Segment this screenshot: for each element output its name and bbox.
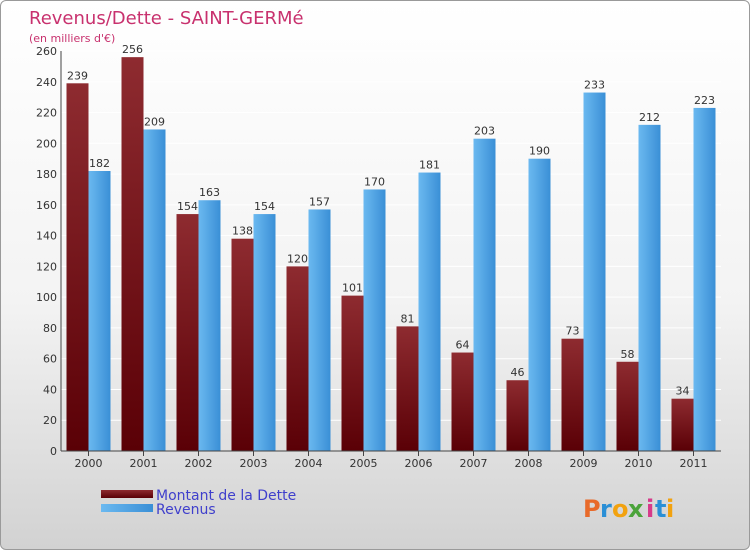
value-label-revenus: 154 [254,200,275,213]
y-tick-label: 180 [36,168,57,181]
logo-letter: P [583,495,601,523]
bar-dette [66,83,89,452]
bar-revenus [88,171,111,451]
value-label-revenus: 203 [474,125,495,138]
x-tick-label: 2011 [680,457,708,470]
bar-revenus [528,158,551,451]
y-tick-label: 40 [43,383,57,396]
x-tick-label: 2010 [625,457,653,470]
bar-revenus [253,214,276,451]
bar-revenus [363,189,386,451]
bar-revenus [638,124,661,451]
y-tick-label: 220 [36,107,57,120]
bar-revenus [143,129,166,451]
x-tick-label: 2002 [185,457,213,470]
value-label-revenus: 181 [419,159,440,172]
value-label-revenus: 212 [639,111,660,124]
x-tick-label: 2006 [405,457,433,470]
chart-title: Revenus/Dette - SAINT-GERMé [29,8,304,29]
value-label-dette: 46 [511,366,525,379]
bar-revenus [693,107,716,451]
bar-revenus [198,200,221,451]
value-label-dette: 101 [342,282,363,295]
logo-letter: i [666,495,674,523]
bar-dette [341,295,364,451]
bar-dette [286,266,309,451]
y-tick-label: 60 [43,353,57,366]
y-tick-label: 160 [36,199,57,212]
bar-revenus [308,209,331,451]
x-tick-label: 2001 [130,457,158,470]
logo-letter: i [646,495,654,523]
value-label-dette: 58 [621,348,635,361]
value-label-dette: 138 [232,225,253,238]
x-tick-label: 2000 [75,457,103,470]
x-tick-label: 2005 [350,457,378,470]
value-label-revenus: 190 [529,145,550,158]
y-tick-label: 120 [36,260,57,273]
value-label-revenus: 233 [584,79,605,92]
bar-dette [451,352,474,451]
value-label-revenus: 209 [144,115,165,128]
value-label-dette: 256 [122,43,143,56]
bar-dette [616,361,639,451]
x-tick-label: 2009 [570,457,598,470]
bar-dette [121,57,144,452]
x-tick-label: 2003 [240,457,268,470]
value-label-dette: 81 [401,312,415,325]
bar-dette [231,238,254,451]
y-tick-label: 260 [36,45,57,58]
logo-letter: o [612,495,629,523]
legend-label-dette: Montant de la Dette [156,488,296,504]
legend-swatch-dette [101,490,153,498]
x-tick-label: 2004 [295,457,323,470]
bar-revenus [418,172,441,452]
bar-revenus [473,138,496,451]
y-tick-label: 0 [50,445,57,458]
value-label-revenus: 223 [694,94,715,107]
bar-dette [671,398,694,451]
value-label-revenus: 182 [89,157,110,170]
y-tick-label: 20 [43,414,57,427]
value-label-dette: 34 [676,385,690,398]
y-tick-label: 100 [36,291,57,304]
bar-dette [561,338,584,451]
x-tick-label: 2008 [515,457,543,470]
logo-letter: t [655,495,666,523]
value-label-dette: 73 [566,325,580,338]
bar-revenus [583,92,606,452]
value-label-dette: 154 [177,200,198,213]
value-label-dette: 64 [456,339,470,352]
x-tick-label: 2007 [460,457,488,470]
bar-dette [396,326,419,451]
y-tick-label: 200 [36,137,57,150]
logo-letter: x [628,495,644,523]
value-label-dette: 239 [67,69,88,82]
legend-swatch-revenus [101,504,153,512]
value-label-revenus: 170 [364,175,385,188]
bar-dette [176,214,199,451]
value-label-dette: 120 [287,252,308,265]
value-label-revenus: 163 [199,186,220,199]
y-tick-label: 240 [36,76,57,89]
chart-subtitle: (en milliers d'€) [29,32,115,45]
legend-label-revenus: Revenus [156,502,216,518]
y-tick-label: 80 [43,322,57,335]
y-tick-label: 140 [36,230,57,243]
bar-dette [506,380,529,451]
logo-letter: r [600,495,612,523]
value-label-revenus: 157 [309,195,330,208]
